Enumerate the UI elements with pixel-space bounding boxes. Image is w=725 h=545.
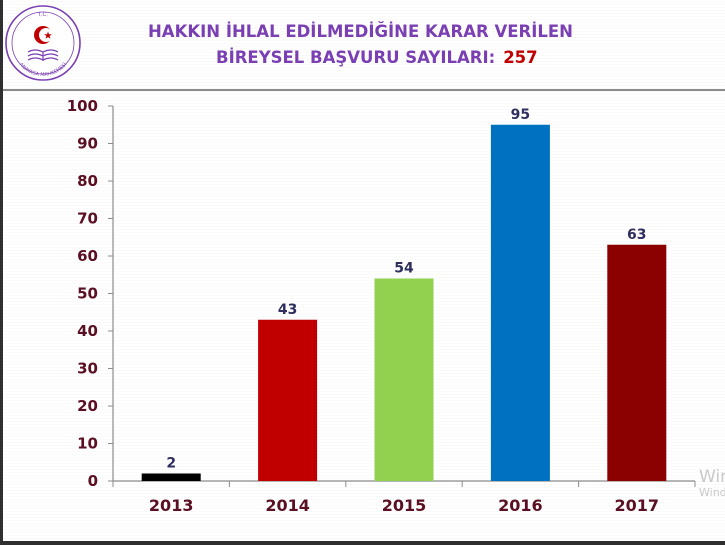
y-tick-label: 80 [77,172,98,190]
x-tick-label-2015: 2015 [382,496,427,515]
y-tick-label: 70 [77,210,98,228]
bar-2014 [258,319,318,481]
data-label-2013: 2 [166,456,176,472]
y-tick-label: 90 [77,135,98,153]
data-label-2014: 43 [278,302,297,318]
data-label-2017: 63 [627,227,646,243]
logo-top-text: T.C. [37,12,49,19]
bar-2015 [374,278,434,481]
data-label-2016: 95 [511,107,530,123]
bar-2017 [607,244,667,481]
y-tick-label: 20 [77,397,98,415]
data-label-2015: 54 [394,261,414,277]
y-tick-label: 60 [77,247,98,265]
y-tick-label: 50 [77,285,98,303]
svg-text:T.C.: T.C. [37,12,49,19]
open-book-icon [27,49,59,61]
x-tick-label-2016: 2016 [498,496,543,515]
y-tick-label: 0 [88,472,98,490]
title-divider [3,89,725,91]
anayasa-mahkemesi-logo: T.C. ANAYASA MAHKEMESİ [4,4,82,82]
bar-2016 [490,124,550,481]
x-tick-label-2014: 2014 [265,496,310,515]
chart-title-label: BİREYSEL BAŞVURU SAYILARI: [216,48,496,67]
chart-title-line1: HAKKIN İHLAL EDİLMEDİĞİNE KARAR VERİLEN [148,22,573,41]
windows-activation-watermark: Windows'u Etkinleştir Windows'u etkinleş… [699,468,725,499]
y-tick-label: 10 [77,435,98,453]
y-tick-label: 30 [77,360,98,378]
bar-2013 [141,473,201,481]
watermark-line2: Windows'u etkinleştirmek için Ayarlar'a … [699,485,725,499]
x-tick-label-2013: 2013 [149,496,194,515]
slide-left-border [0,0,3,545]
chart-title-line2: BİREYSEL BAŞVURU SAYILARI: 257 [216,48,538,67]
crescent-star-icon [34,26,53,44]
total-count: 257 [503,48,538,67]
y-tick-label: 100 [67,97,98,115]
y-tick-label: 40 [77,322,98,340]
slide-bottom-border [0,541,725,545]
watermark-line1: Windows'u Etkinleştir [699,468,725,487]
x-tick-label-2017: 2017 [615,496,660,515]
